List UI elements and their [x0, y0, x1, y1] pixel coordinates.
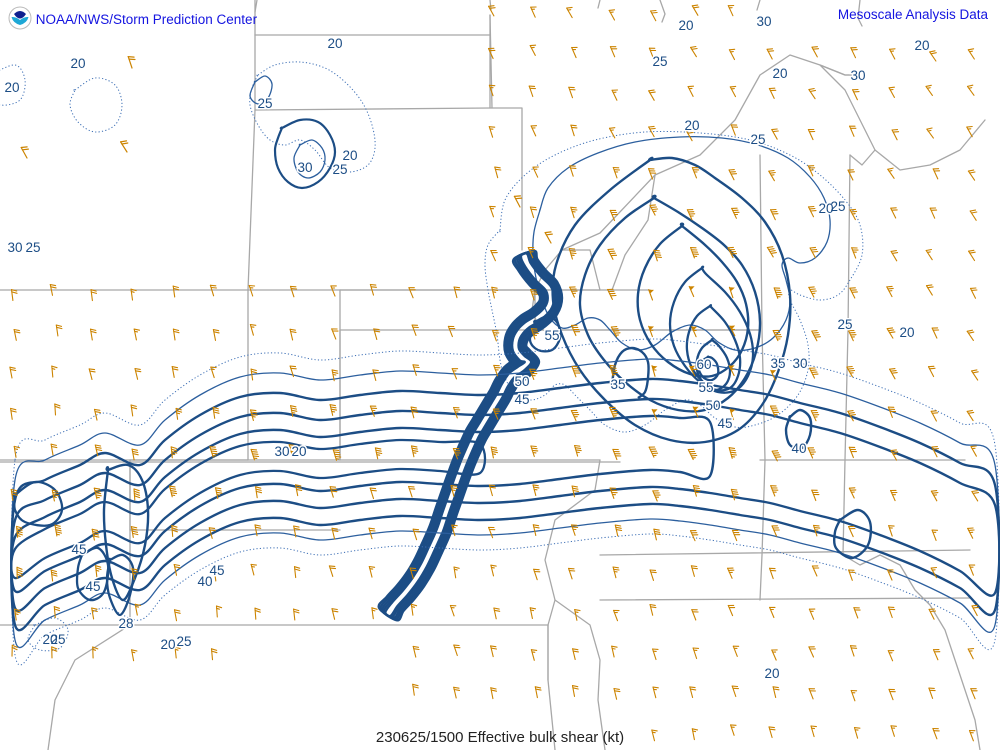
svg-text:25: 25 — [837, 317, 852, 332]
svg-text:20: 20 — [327, 36, 342, 51]
svg-text:20: 20 — [914, 38, 929, 53]
svg-text:45: 45 — [717, 416, 732, 431]
svg-text:45: 45 — [514, 392, 529, 407]
svg-text:20: 20 — [764, 666, 779, 681]
svg-text:30: 30 — [7, 240, 22, 255]
svg-text:30: 30 — [756, 14, 771, 29]
svg-text:50: 50 — [705, 398, 720, 413]
svg-text:20: 20 — [899, 325, 914, 340]
svg-text:55: 55 — [544, 328, 559, 343]
svg-text:25: 25 — [830, 199, 845, 214]
svg-text:55: 55 — [698, 380, 713, 395]
svg-text:45: 45 — [71, 542, 86, 557]
svg-text:20: 20 — [678, 18, 693, 33]
svg-text:30: 30 — [850, 68, 865, 83]
svg-text:25: 25 — [750, 132, 765, 147]
svg-text:25: 25 — [257, 96, 272, 111]
svg-text:20: 20 — [342, 148, 357, 163]
svg-text:20: 20 — [4, 80, 19, 95]
svg-text:20: 20 — [291, 444, 306, 459]
svg-text:40: 40 — [197, 574, 212, 589]
svg-text:20: 20 — [160, 637, 175, 652]
svg-text:30: 30 — [297, 160, 312, 175]
svg-text:50: 50 — [514, 374, 529, 389]
svg-text:35: 35 — [770, 356, 785, 371]
svg-text:20: 20 — [684, 118, 699, 133]
svg-text:30: 30 — [792, 356, 807, 371]
svg-text:20: 20 — [70, 56, 85, 71]
svg-text:25: 25 — [652, 54, 667, 69]
svg-text:25: 25 — [332, 162, 347, 177]
svg-text:45: 45 — [85, 579, 100, 594]
svg-text:40: 40 — [791, 441, 806, 456]
svg-text:20: 20 — [772, 66, 787, 81]
svg-text:35: 35 — [610, 377, 625, 392]
svg-text:28: 28 — [118, 616, 133, 631]
svg-text:60: 60 — [696, 357, 711, 372]
svg-text:25: 25 — [25, 240, 40, 255]
svg-text:25: 25 — [176, 634, 191, 649]
svg-text:25: 25 — [50, 632, 65, 647]
svg-text:30: 30 — [274, 444, 289, 459]
